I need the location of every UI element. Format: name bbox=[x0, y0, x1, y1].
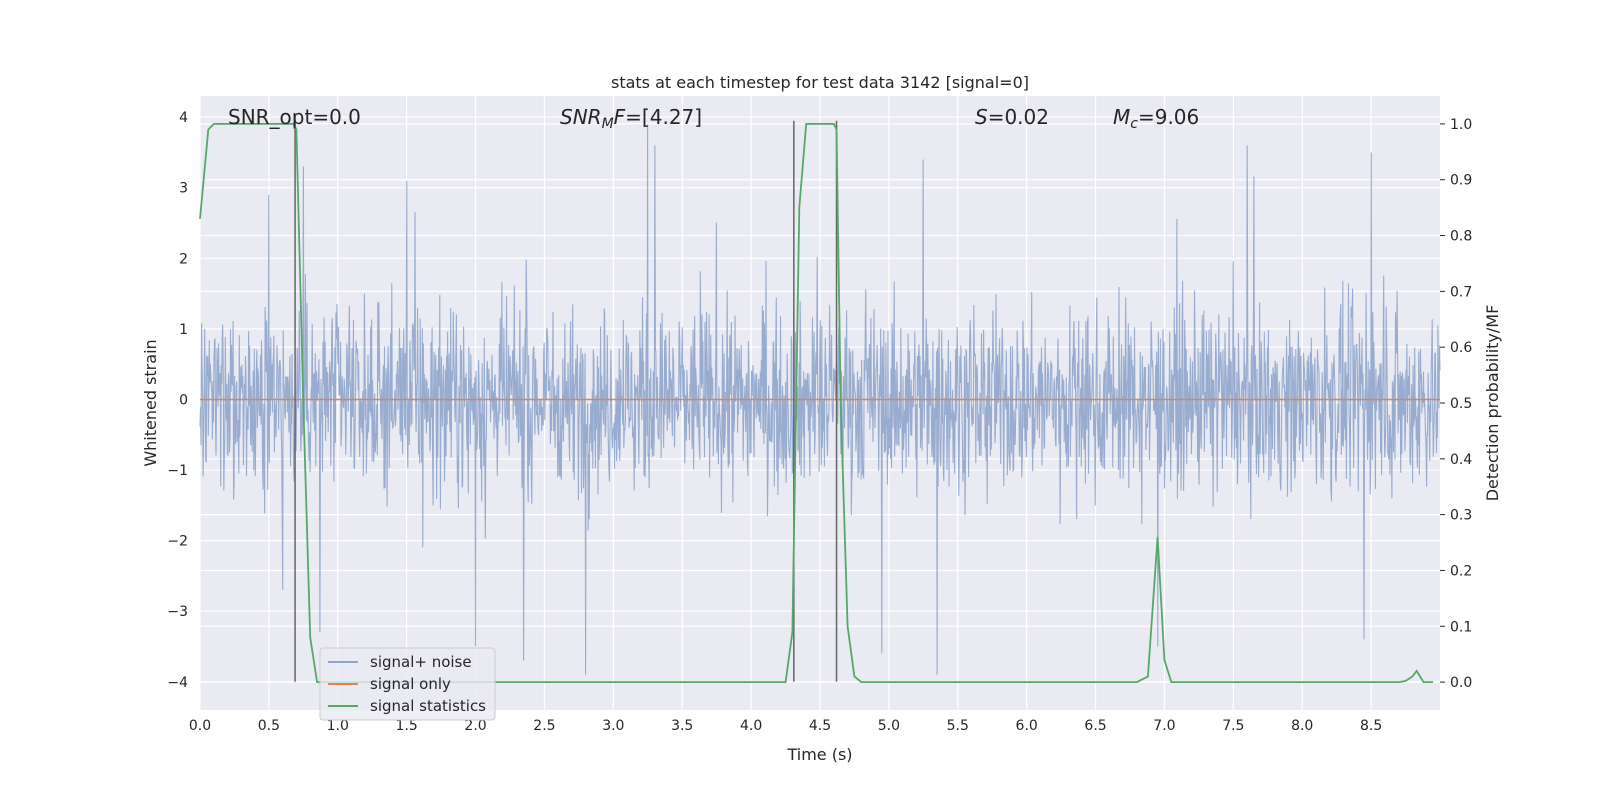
legend: signal+ noise signal only signal statist… bbox=[319, 647, 496, 721]
y-tick-label: 3 bbox=[179, 181, 188, 197]
y2-tick-label: 0.6 bbox=[1450, 340, 1472, 356]
y2-tick-label: 0.3 bbox=[1450, 508, 1472, 524]
x-tick-label: 3.5 bbox=[671, 718, 693, 734]
x-tick-label: 1.0 bbox=[327, 718, 349, 734]
snr-mf-subscript: M bbox=[602, 116, 614, 132]
y-tick-labels: 4 3 2 1 0 −1 −2 −3 −4 bbox=[167, 110, 188, 691]
y2-tick-label: 0.0 bbox=[1450, 675, 1472, 691]
x-tick-label: 0.0 bbox=[189, 718, 211, 734]
x-tick-label: 4.5 bbox=[809, 718, 831, 734]
annotation-snr-opt: SNR_opt=0.0 bbox=[228, 105, 361, 129]
x-tick-label: 1.5 bbox=[396, 718, 418, 734]
x-tick-label: 7.5 bbox=[1222, 718, 1244, 734]
annotation-s: S=0.02 bbox=[975, 105, 1049, 129]
y2-tick-label: 1.0 bbox=[1450, 117, 1472, 133]
s-value: =0.02 bbox=[988, 105, 1049, 129]
mc-subscript: c bbox=[1130, 116, 1138, 132]
x-tick-label: 2.5 bbox=[533, 718, 555, 734]
x-tick-label: 6.0 bbox=[1016, 718, 1038, 734]
x-tick-label: 2.0 bbox=[464, 718, 486, 734]
x-tick-label: 8.5 bbox=[1360, 718, 1382, 734]
y-tick-label: 2 bbox=[179, 251, 188, 267]
mc-value: =9.06 bbox=[1138, 105, 1199, 129]
y-axis-label: Whitened strain bbox=[141, 339, 160, 466]
x-tick-label: 5.0 bbox=[878, 718, 900, 734]
y-tick-label: 1 bbox=[179, 322, 188, 338]
snr-mf-symbol: SNR bbox=[560, 105, 602, 129]
legend-box bbox=[319, 647, 496, 721]
legend-label-signal-only: signal only bbox=[370, 675, 451, 693]
x-tick-label: 7.0 bbox=[1153, 718, 1175, 734]
legend-label-signal-noise: signal+ noise bbox=[370, 653, 472, 671]
x-tick-label: 6.5 bbox=[1084, 718, 1106, 734]
y2-tick-labels: 1.0 0.9 0.8 0.7 0.6 0.5 0.4 0.3 0.2 0.1 0.0 bbox=[1440, 117, 1472, 691]
y2-tick-label: 0.7 bbox=[1450, 284, 1472, 300]
series-signal-noise bbox=[199, 124, 1441, 675]
y-tick-label: −1 bbox=[167, 463, 188, 479]
snr-mf-value: =[4.27] bbox=[625, 105, 702, 129]
s-symbol: S bbox=[975, 105, 988, 129]
x-tick-label: 3.0 bbox=[602, 718, 624, 734]
y2-axis-label: Detection probability/MF bbox=[1483, 305, 1502, 502]
y2-tick-label: 0.5 bbox=[1450, 396, 1472, 412]
snr-mf-symbol2: F bbox=[614, 105, 626, 129]
y2-tick-label: 0.2 bbox=[1450, 563, 1472, 579]
legend-label-signal-statistics: signal statistics bbox=[370, 697, 486, 715]
signal-statistics-line bbox=[199, 123, 1434, 683]
x-tick-label: 4.0 bbox=[740, 718, 762, 734]
x-tick-label: 0.5 bbox=[258, 718, 280, 734]
y2-tick-label: 0.4 bbox=[1450, 452, 1472, 468]
chart-title: stats at each timestep for test data 314… bbox=[611, 73, 1029, 92]
y2-tick-label: 0.1 bbox=[1450, 619, 1472, 635]
y-tick-label: −4 bbox=[167, 675, 188, 691]
y2-tick-label: 0.9 bbox=[1450, 173, 1472, 189]
annotation-snr-mf: SNRMF=[4.27] bbox=[560, 105, 702, 132]
x-tick-label: 5.5 bbox=[947, 718, 969, 734]
annotation-mc: Mc=9.06 bbox=[1113, 105, 1199, 132]
y-tick-label: 0 bbox=[179, 392, 188, 408]
y-tick-label: −3 bbox=[167, 604, 188, 620]
mc-symbol: M bbox=[1113, 105, 1130, 129]
signal-noise-line bbox=[199, 124, 1441, 675]
x-tick-label: 8.0 bbox=[1291, 718, 1313, 734]
x-tick-labels: 0.0 0.5 1.0 1.5 2.0 2.5 3.0 3.5 4.0 4.5 5.0 5.5 6.0 6… bbox=[189, 718, 1382, 734]
y-tick-label: 4 bbox=[179, 110, 188, 126]
series-signal-statistics bbox=[199, 123, 1434, 683]
y-tick-label: −2 bbox=[167, 534, 188, 550]
y2-tick-label: 0.8 bbox=[1450, 229, 1472, 245]
x-axis-label: Time (s) bbox=[786, 745, 852, 764]
